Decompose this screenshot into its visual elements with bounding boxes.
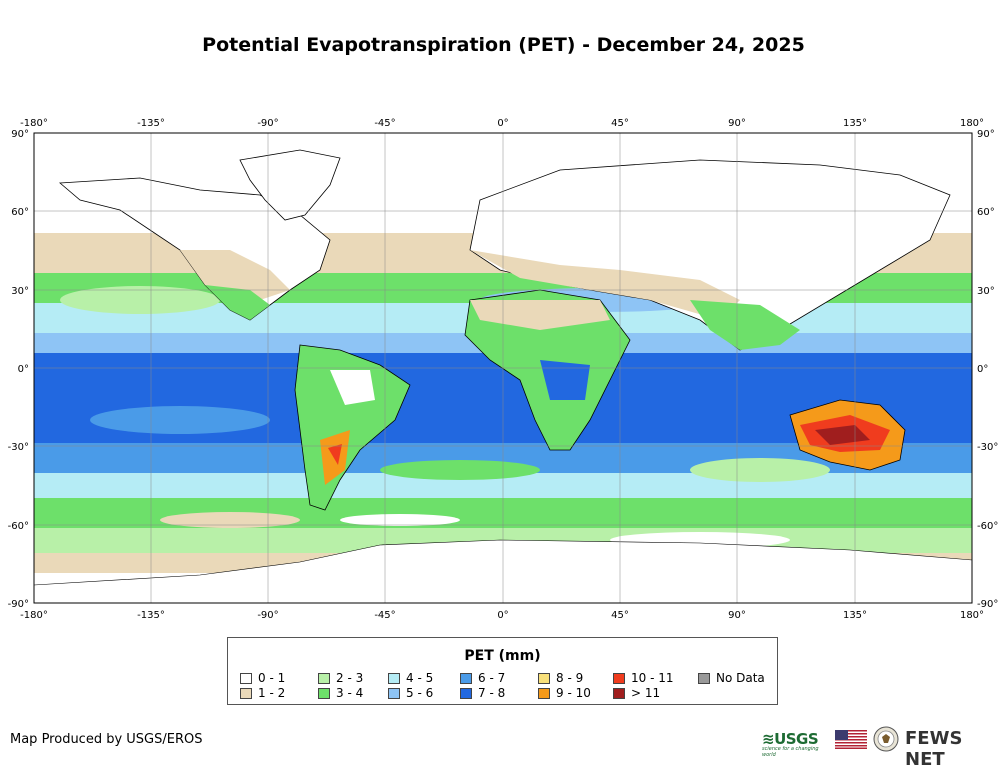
lon-tick-label: -45° — [374, 610, 395, 621]
lon-tick-label: -135° — [137, 118, 165, 129]
lat-tick-label: 30° — [977, 286, 995, 297]
legend-item: 5 - 6 — [388, 687, 433, 700]
lat-tick-label: -90° — [977, 599, 998, 610]
legend-label: > 11 — [631, 686, 661, 700]
legend-label: 7 - 8 — [478, 686, 506, 700]
gridlines — [34, 133, 972, 603]
usgs-logo: ≋USGS science for a changing world — [760, 728, 824, 758]
legend-swatch — [613, 688, 625, 699]
legend-label: 6 - 7 — [478, 671, 506, 685]
lon-tick-label: 90° — [728, 118, 746, 129]
legend-label: 4 - 5 — [406, 671, 434, 685]
lon-tick-label: 180° — [960, 118, 984, 129]
legend-label: No Data — [716, 671, 765, 685]
lat-tick-label: 90° — [11, 129, 29, 140]
legend-swatch — [460, 673, 472, 684]
lat-tick-label: 30° — [11, 286, 29, 297]
legend-label: 2 - 3 — [336, 671, 364, 685]
lat-ticks-left: 90° 60° 30° 0° -30° -60° -90° — [8, 129, 29, 610]
lon-ticks-top: -180° -135° -90° -45° 0° 45° 90° 135° 18… — [20, 118, 984, 129]
lon-tick-label: -90° — [257, 610, 278, 621]
map-frame — [33, 132, 973, 604]
lon-tick-label: 135° — [843, 610, 867, 621]
legend-item: 1 - 2 — [240, 687, 285, 700]
lon-tick-label: 45° — [611, 610, 629, 621]
lon-tick-label: 90° — [728, 610, 746, 621]
pet-map: -180° -135° -90° -45° 0° 45° 90° 135° 18… — [8, 118, 999, 621]
fews-net-logo-text: FEWS NET — [905, 728, 963, 770]
lon-tick-label: -45° — [374, 118, 395, 129]
legend-title: PET (mm) — [464, 648, 541, 664]
legend-item: 8 - 9 — [538, 672, 583, 685]
lat-tick-label: 0° — [977, 364, 988, 375]
lat-tick-label: 0° — [18, 364, 29, 375]
legend-swatch — [240, 673, 252, 684]
greenland — [239, 149, 341, 221]
lon-tick-label: -180° — [20, 118, 48, 129]
lat-tick-label: 60° — [977, 207, 995, 218]
usgs-tagline: science for a changing world — [762, 746, 819, 758]
lat-tick-label: 90° — [977, 129, 995, 140]
legend-item: 10 - 11 — [613, 672, 674, 685]
legend-label: 1 - 2 — [258, 686, 286, 700]
us-flag-icon — [835, 730, 867, 749]
legend-item: 3 - 4 — [318, 687, 363, 700]
legend-item: 6 - 7 — [460, 672, 505, 685]
lon-tick-label: 135° — [843, 118, 867, 129]
legend-label: 0 - 1 — [258, 671, 286, 685]
lon-tick-label: 180° — [960, 610, 984, 621]
lon-tick-label: 0° — [497, 118, 508, 129]
lon-tick-label: 45° — [611, 118, 629, 129]
legend-swatch — [318, 688, 330, 699]
legend-item: 9 - 10 — [538, 687, 591, 700]
lat-tick-label: -60° — [977, 521, 998, 532]
lon-tick-label: -90° — [257, 118, 278, 129]
legend-swatch — [538, 688, 550, 699]
lat-tick-label: 60° — [11, 207, 29, 218]
legend-item: 0 - 1 — [240, 672, 285, 685]
legend-label: 9 - 10 — [556, 686, 591, 700]
legend-label: 10 - 11 — [631, 671, 674, 685]
lon-tick-label: -135° — [137, 610, 165, 621]
lon-ticks-bottom: -180° -135° -90° -45° 0° 45° 90° 135° 18… — [20, 610, 984, 621]
legend-label: 5 - 6 — [406, 686, 434, 700]
lat-tick-label: -60° — [8, 521, 29, 532]
credit-text: Map Produced by USGS/EROS — [10, 732, 203, 747]
legend-label: 3 - 4 — [336, 686, 364, 700]
lon-tick-label: -180° — [20, 610, 48, 621]
legend-swatch — [318, 673, 330, 684]
legend-item: 4 - 5 — [388, 672, 433, 685]
state-department-seal-icon — [873, 726, 899, 752]
map-title: Potential Evapotranspiration (PET) - Dec… — [202, 34, 805, 56]
legend-item: No Data — [698, 672, 765, 685]
legend-swatch — [240, 688, 252, 699]
legend-swatch — [613, 673, 625, 684]
legend-item: 7 - 8 — [460, 687, 505, 700]
lat-tick-label: -30° — [8, 442, 29, 453]
usgs-logo-text: ≋USGS — [762, 730, 819, 748]
lon-tick-label: 0° — [497, 610, 508, 621]
legend-swatch — [698, 673, 710, 684]
legend-swatch — [388, 673, 400, 684]
legend-item: > 11 — [613, 687, 660, 700]
legend-swatch — [460, 688, 472, 699]
legend-label: 8 - 9 — [556, 671, 584, 685]
legend-swatch — [388, 688, 400, 699]
lat-tick-label: -30° — [977, 442, 998, 453]
lat-ticks-right: 90° 60° 30° 0° -30° -60° -90° — [977, 129, 998, 610]
legend-swatch — [538, 673, 550, 684]
legend-item: 2 - 3 — [318, 672, 363, 685]
pet-raster — [34, 133, 972, 603]
lat-tick-label: -90° — [8, 599, 29, 610]
